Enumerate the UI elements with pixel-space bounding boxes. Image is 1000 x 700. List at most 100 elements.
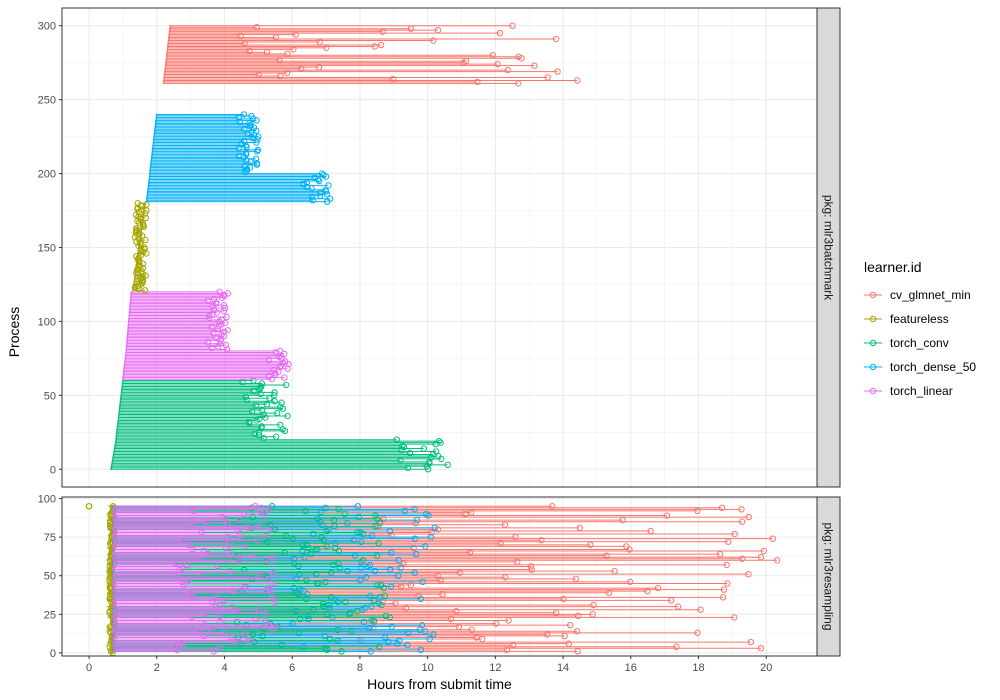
end-point-torch_linear [266,558,274,566]
start-point-torch_conv [118,407,121,410]
end-point-torch_linear [270,569,277,576]
end-point-torch_dense_50 [388,549,395,556]
start-point-torch_conv [110,465,113,468]
end-point-torch_conv [381,592,389,599]
start-point-torch_linear [128,311,131,314]
y-tick-label: 0 [50,464,56,476]
start-point-torch_conv [117,421,119,423]
start-point-torch_linear [113,562,115,565]
start-point-torch_dense_50 [146,197,148,200]
end-point-torch_dense_50 [417,595,425,603]
end-point-torch_dense_50 [412,550,420,558]
start-point-torch_conv [115,434,118,437]
end-point-torch_conv [278,641,285,649]
start-point-torch_linear [112,526,115,529]
end-point-torch_conv [257,390,264,398]
start-point-torch_dense_50 [153,135,156,138]
start-point-torch_linear [129,307,131,310]
start-point-cv_glmnet_min [167,45,169,48]
end-point-cv_glmnet_min [697,606,704,613]
start-point-torch_linear [113,588,116,591]
end-point-torch_linear [256,574,264,581]
start-point-cv_glmnet_min [164,66,167,69]
legend-key-point [869,315,877,323]
start-point-torch_linear [124,354,127,357]
start-point-featureless [135,268,137,271]
start-point-torch_dense_50 [149,172,151,175]
end-point-torch_conv [341,510,348,518]
end-point-cv_glmnet_min [739,555,746,562]
start-point-torch_linear [129,304,132,307]
end-point-torch_linear [233,608,241,615]
end-point-torch_conv [344,567,351,575]
end-point-torch_conv [271,389,278,396]
start-point-torch_linear [112,508,115,511]
start-point-torch_linear [127,321,130,324]
start-point-torch_conv [120,395,122,398]
end-point-torch_conv [376,520,383,527]
end-point-cv_glmnet_min [673,643,680,650]
start-point-torch_linear [128,313,131,315]
start-point-torch_linear [113,635,116,637]
end-point-cv_glmnet_min [745,513,752,521]
point-featureless [85,502,93,510]
start-point-torch_linear [112,593,115,596]
start-point-torch_linear [127,324,130,327]
end-point-torch_linear [281,350,288,358]
start-point-torch_dense_50 [152,140,155,142]
start-point-cv_glmnet_min [168,32,171,35]
end-point-torch_dense_50 [387,583,395,590]
start-point-torch_linear [113,648,116,651]
start-point-torch_linear [125,347,128,349]
end-point-torch_conv [375,540,382,547]
end-point-torch_linear [271,595,278,603]
start-point-featureless [107,616,110,619]
start-point-torch_dense_50 [154,125,157,128]
end-point-torch_linear [265,506,273,513]
start-point-torch_linear [112,614,114,617]
start-point-torch_linear [112,543,114,546]
y-tick-label: 300 [38,21,56,33]
start-point-torch_conv [121,382,124,385]
end-point-torch_dense_50 [426,635,433,643]
start-point-cv_glmnet_min [163,75,166,77]
start-point-torch_linear [126,336,129,339]
end-point-torch_conv [289,535,297,542]
start-point-torch_linear [112,560,115,563]
start-point-torch_linear [112,594,115,597]
end-point-cv_glmnet_min [663,512,671,519]
end-point-cv_glmnet_min [554,68,561,75]
end-point-cv_glmnet_min [474,78,481,86]
end-point-cv_glmnet_min [434,526,442,533]
end-point-torch_linear [214,563,222,570]
end-point-cv_glmnet_min [548,503,556,510]
start-point-torch_linear [113,591,116,594]
start-point-torch_linear [126,332,129,335]
start-point-torch_conv [117,422,119,425]
end-point-torch_dense_50 [411,535,419,542]
start-point-torch_dense_50 [150,160,153,163]
end-point-cv_glmnet_min [494,60,501,68]
end-point-torch_linear [267,526,275,533]
start-point-cv_glmnet_min [169,26,172,29]
end-point-torch_conv [335,547,343,555]
end-point-torch_linear [255,606,262,613]
facet-strip [816,7,841,488]
start-point-torch_linear [123,363,126,366]
end-point-cv_glmnet_min [760,547,768,555]
end-point-cv_glmnet_min [504,66,511,74]
start-point-torch_linear [128,319,130,321]
end-point-cv_glmnet_min [590,601,597,609]
end-point-torch_conv [326,635,334,643]
start-point-torch_dense_50 [151,151,154,154]
start-point-torch_conv [120,391,123,394]
end-point-torch_linear [216,645,223,652]
start-point-featureless [143,203,146,206]
start-point-torch_dense_50 [155,113,158,116]
end-point-torch_dense_50 [411,569,419,576]
start-point-torch_dense_50 [149,169,152,172]
start-point-torch_linear [128,310,131,312]
y-axis-title: Process [6,307,22,358]
start-point-torch_dense_50 [155,116,158,119]
end-point-torch_conv [303,577,310,584]
